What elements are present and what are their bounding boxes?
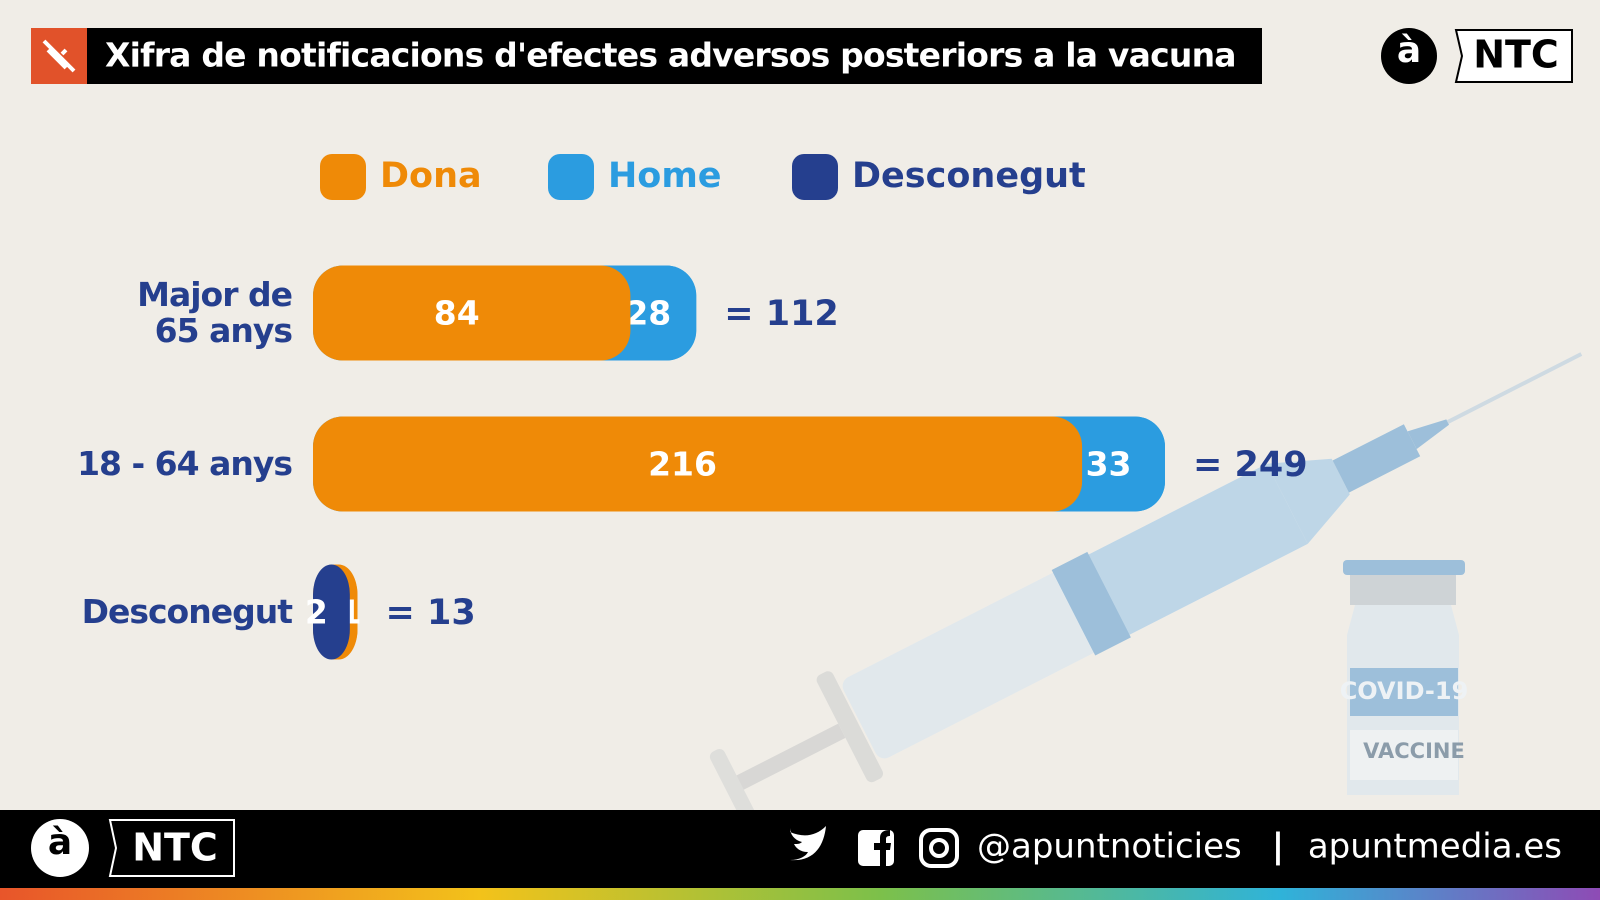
title: Xifra de notificacions d'efectes adverso… <box>105 36 1236 75</box>
bar-value-label: 28 <box>625 294 671 333</box>
bar-segment <box>313 265 631 361</box>
footer-separator: | <box>1272 827 1284 867</box>
footer-logo-box <box>108 819 235 877</box>
bar-value-label: 33 <box>1086 445 1132 484</box>
bar-segment <box>313 564 350 660</box>
vial-sublabel: VACCINE <box>1363 739 1465 763</box>
legend-label: Desconegut <box>852 156 1086 196</box>
footer-logo-mark: à <box>48 822 72 863</box>
legend-swatch <box>792 154 838 200</box>
category-label: 18 - 64 anys <box>77 444 293 483</box>
footer-handle: @apuntnoticies <box>977 827 1242 867</box>
legend-label: Dona <box>380 156 482 196</box>
category-label: Major de 65 anys <box>137 275 293 350</box>
footer-strip <box>0 888 1600 900</box>
instagram-icon <box>919 828 959 868</box>
syringe-illustration: COVID-19 VACCINE <box>709 352 1583 824</box>
logo-box <box>1454 29 1573 83</box>
bar-value-label: 2 <box>305 593 328 632</box>
syringe-icon <box>42 39 76 73</box>
footer-website: apuntmedia.es <box>1308 827 1562 867</box>
twitter-icon <box>790 826 826 861</box>
total-label: = 13 <box>385 593 475 633</box>
logo-text: NTC <box>1473 33 1559 77</box>
category-label: Desconegut <box>81 592 293 631</box>
total-label: = 249 <box>1193 445 1308 485</box>
logo-circle <box>1381 28 1437 84</box>
logo-mark: à <box>1397 30 1421 71</box>
bar-value-label: 84 <box>434 294 480 333</box>
footer-logo-circle <box>31 819 89 877</box>
title-box <box>31 28 1262 84</box>
legend-swatch <box>320 154 366 200</box>
bar-value-label: 216 <box>648 445 717 484</box>
bar-segment <box>313 416 1083 512</box>
total-label: = 112 <box>724 294 839 334</box>
legend-label: Home <box>608 156 722 196</box>
footer-logo-text: NTC <box>132 826 218 870</box>
legend-swatch <box>548 154 594 200</box>
vial-label: COVID-19 <box>1340 677 1469 705</box>
